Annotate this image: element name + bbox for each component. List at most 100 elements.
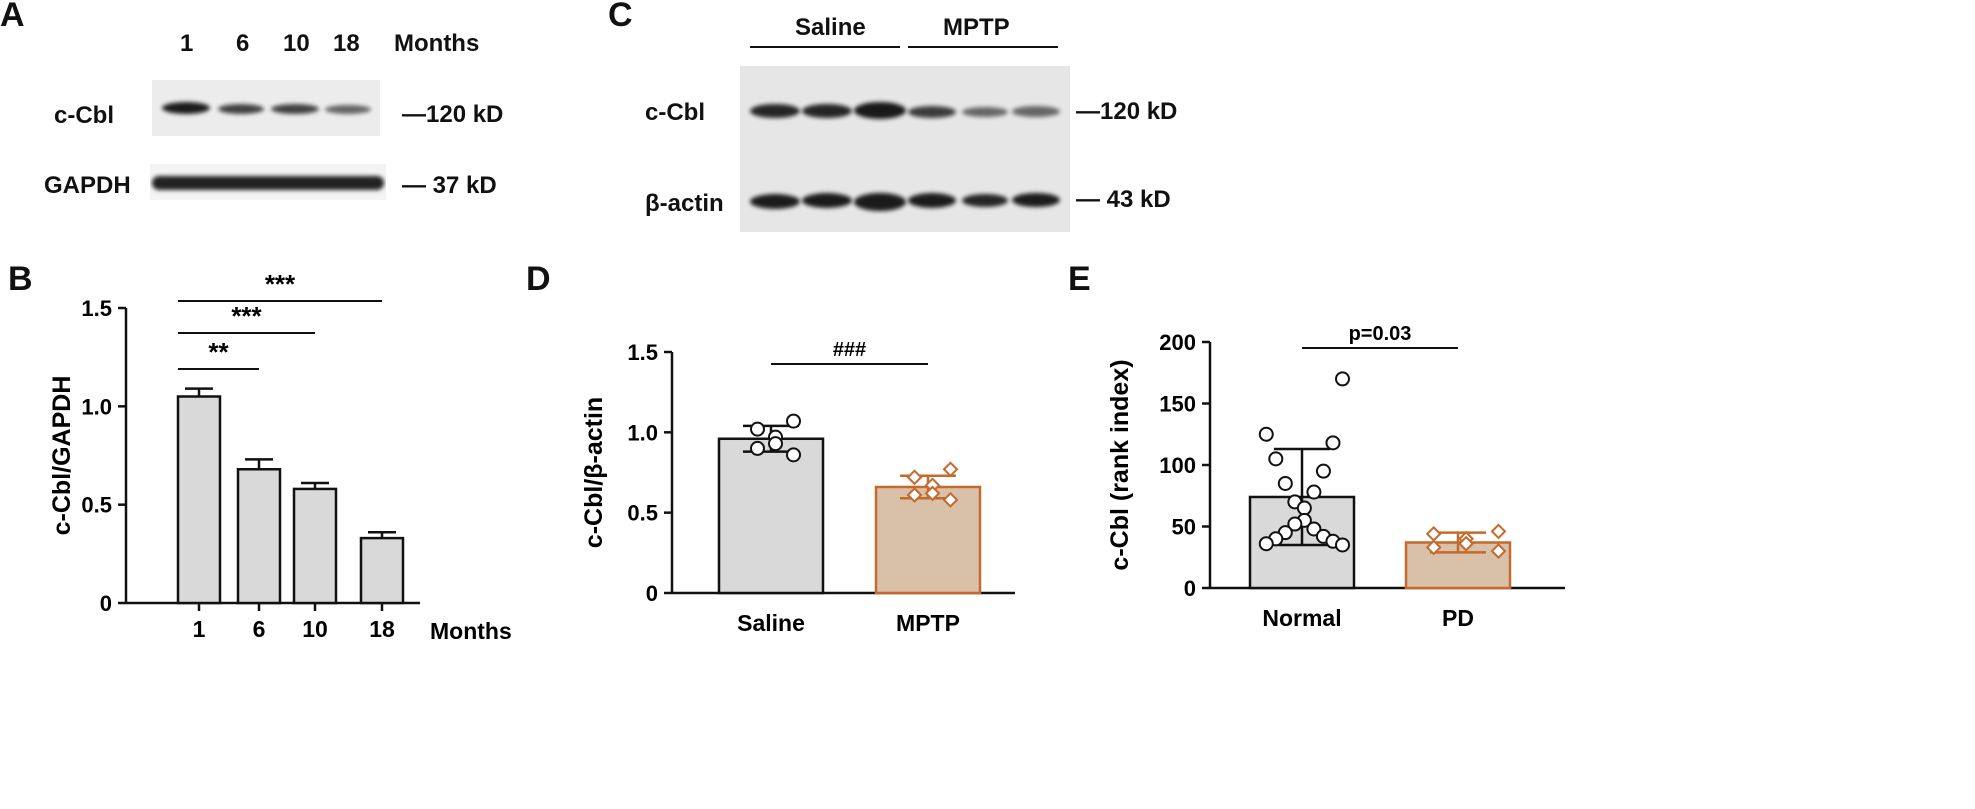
panel-b-y-axis-label: c-Cbl/GAPDH [48,376,76,536]
panel-e-data-point [1287,516,1303,532]
panel-a-letter: A [0,0,25,34]
panel-e-y-tick-label: 50 [1172,515,1196,540]
panel-e-data-point [1458,535,1475,552]
panel-d-significance-label: ### [833,339,866,361]
panel-b-bar [292,487,338,605]
band [750,104,800,118]
panel-e-data-point [1490,523,1507,540]
panel-c-group-mptp: MPTP [943,14,1010,41]
panel-e-data-point [1335,537,1350,553]
band [802,193,852,208]
panel-b-letter: B [8,260,33,298]
band [750,194,800,209]
panel-b-significance-label: *** [265,269,296,299]
panel-e-data-point [1315,463,1331,479]
panel-d-data-point [768,436,783,452]
panel-e-y-axis-label: c-Cbl (rank index) [1106,359,1134,570]
band [962,194,1008,207]
panel-a-lane-18: 18 [333,30,360,57]
panel-a-lanes-unit: Months [394,30,480,57]
panel-e-data-point [1490,543,1507,560]
panel-d-bar [874,485,982,595]
panel-b-x-tick-label: 18 [369,616,395,642]
panel-a-marker-gapdh: — 37 kD [402,172,497,199]
panel-b-x-tick-label: 1 [193,616,206,642]
panel-e-x-tick-label: PD [1442,605,1474,631]
panel-d-data-point [942,461,959,478]
panel-a-row-label-ccbl: c-Cbl [54,102,114,129]
panel-e-letter: E [1068,260,1091,298]
panel-a-row-label-gapdh: GAPDH [44,172,131,199]
panel-d-y-tick-label: 1.0 [627,420,658,445]
panel-e-data-point [1325,435,1341,451]
panel-b-x-tick-label: 10 [302,616,328,642]
band [908,106,956,118]
panel-b-y-tick-label: 1.0 [81,394,112,419]
panel-e-data-point [1335,371,1350,387]
panel-c-row-label-ccbl: c-Cbl [645,99,705,126]
panel-c-marker-ccbl: —120 kD [1076,98,1178,125]
band [152,176,384,190]
panel-c-letter: C [608,0,633,34]
panel-e-y-tick-label: 100 [1159,453,1196,478]
panel-e-x-tick-label: Normal [1262,605,1341,631]
panel-a-blot-ccbl [152,80,380,136]
panel-d-y-tick-label: 0 [646,581,658,606]
panel-c-row-label-bactin: β-actin [645,190,724,217]
panel-e-data-point [1425,525,1442,542]
panel-d-y-axis-label: c-Cbl/β-actin [580,397,608,548]
panel-e-data-point [1277,475,1293,491]
panel-e-y-tick-label: 150 [1159,392,1196,417]
band [271,104,319,114]
panel-c-group-saline: Saline [795,14,866,41]
panel-d-data-point [786,413,801,429]
band [854,102,906,119]
band [162,102,210,114]
panel-d-x-tick-label: MPTP [896,610,960,636]
panel-b-y-tick-label: 1.5 [81,296,112,321]
panel-d-data-point [906,487,923,503]
panel-d-data-point [942,491,959,508]
panel-c-group-line-mptp [908,46,1058,48]
band [325,105,371,114]
band [1012,106,1060,117]
panel-d-letter: D [526,260,551,298]
band [218,104,264,114]
panel-e-data-point [1268,451,1284,467]
panel-a-lane-10: 10 [283,30,310,57]
panel-d-y-tick-label: 1.5 [627,340,658,365]
band [962,107,1008,117]
panel-d-x-tick-label: Saline [737,610,805,636]
panel-e-data-point [1258,536,1274,552]
panel-c-marker-bactin: — 43 kD [1076,186,1171,213]
panel-d-data-point [750,421,765,437]
band [908,193,956,208]
panel-a-lane-6: 6 [236,30,250,57]
panel-e-data-point [1258,426,1274,442]
panel-a-marker-ccbl: —120 kD [402,101,504,128]
panel-c-group-line-saline [750,46,900,48]
panel-e-y-tick-label: 200 [1159,330,1196,355]
panel-b-bar [359,536,405,605]
panel-c-blot [740,66,1070,232]
panel-e-significance-label: p=0.03 [1349,323,1412,345]
panel-e-y-tick-label: 0 [1184,576,1196,601]
band [854,193,906,211]
panel-b-significance-label: *** [231,301,262,331]
panel-b-x-axis-label: Months [430,618,512,644]
panel-d-data-point [906,469,923,486]
panel-b-bar [176,395,222,605]
panel-b-y-tick-label: 0.5 [81,493,112,518]
panel-a-blot-gapdh [150,164,386,200]
panel-e-data-point [1306,521,1322,537]
panel-d-bar [717,437,825,595]
band [802,104,852,118]
panel-a-lane-1: 1 [180,30,194,57]
panel-d-data-point [750,440,765,456]
panel-e-data-point [1296,500,1312,516]
panel-d-data-point [786,447,801,463]
panel-b-x-tick-label: 6 [253,616,266,642]
panel-b-y-tick-label: 0 [100,591,112,616]
band [1012,193,1060,207]
